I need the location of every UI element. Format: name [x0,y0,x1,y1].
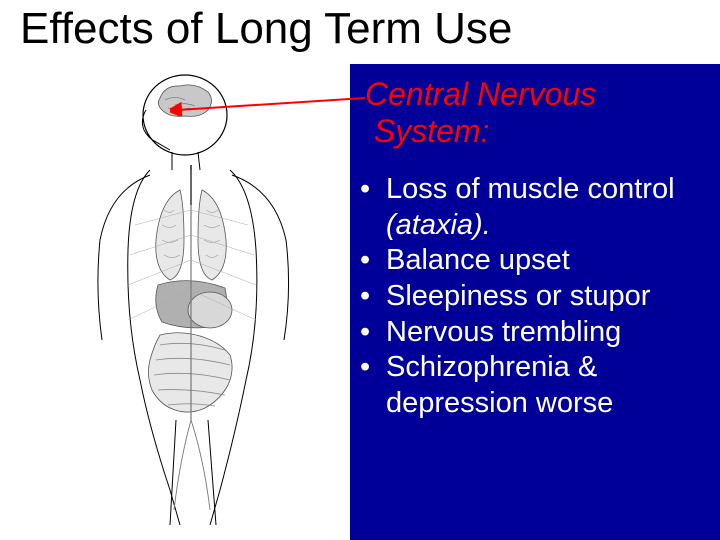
bullet-text: Sleepiness or stupor [386,280,650,312]
bullet-item: Sleepiness or stupor [350,279,710,315]
slide: Effects of Long Term Use [0,0,720,540]
bullet-text: Schizophrenia & depression worse [386,351,613,419]
bullet-text: Balance upset [386,244,570,276]
section-subtitle: Central Nervous System: [365,76,596,150]
bullet-item: Schizophrenia & depression worse [350,350,710,421]
anatomy-figure [80,70,350,530]
subtitle-line-1: Central Nervous [365,76,596,112]
bullet-item: Nervous trembling [350,315,710,351]
bullet-item: Loss of muscle control (ataxia). [350,172,710,243]
slide-title: Effects of Long Term Use [20,4,720,54]
bullet-item: Balance upset [350,243,710,279]
title-bar: Effects of Long Term Use [0,0,720,64]
bullet-italic: (ataxia). [386,209,491,241]
subtitle-line-2: System: [374,113,490,149]
bullet-list: Loss of muscle control (ataxia). Balance… [350,172,710,422]
bullet-text: Nervous trembling [386,316,621,348]
bullet-text: Loss of muscle control [386,173,675,205]
